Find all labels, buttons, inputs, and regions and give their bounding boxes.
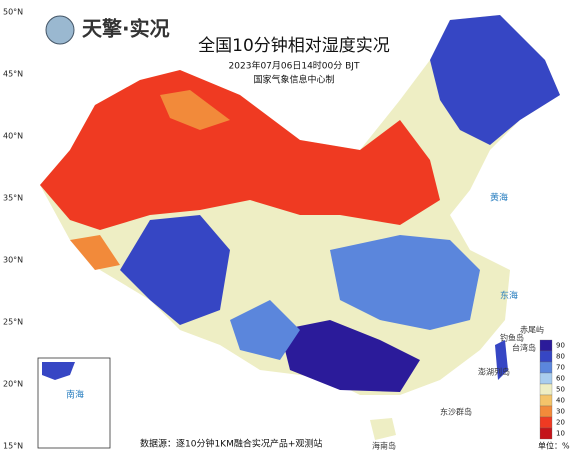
latitude-label: 50°N <box>3 8 23 17</box>
logo: 天擎·实况 <box>45 15 170 45</box>
latitude-label: 30°N <box>3 256 23 265</box>
latitude-label: 20°N <box>3 380 23 389</box>
sea-label: 黄海 <box>490 192 508 204</box>
legend-swatch <box>539 416 553 429</box>
taiwan-shape <box>495 340 508 380</box>
legend-label: 60 <box>556 375 565 383</box>
legend-swatch <box>539 361 553 374</box>
legend-label: 30 <box>556 408 565 416</box>
inset: 南海 <box>37 357 111 449</box>
time: 2023年07月06日14时00分 BJT <box>229 60 360 72</box>
inset-sea: 南海 <box>66 389 84 401</box>
place-label: 海南岛 <box>372 441 396 451</box>
unit: 单位：% <box>538 441 570 451</box>
legend-swatch <box>539 350 553 363</box>
latitude-label: 40°N <box>3 132 23 141</box>
legend-label: 40 <box>556 397 565 405</box>
legend-label: 50 <box>556 386 565 394</box>
latitude-label: 45°N <box>3 70 23 79</box>
legend-swatch <box>539 394 553 407</box>
sea-label: 东海 <box>500 290 518 302</box>
legend-swatch <box>539 405 553 418</box>
title: 全国10分钟相对湿度实况 <box>198 36 390 56</box>
china-map <box>40 15 560 440</box>
legend-swatch <box>539 372 553 385</box>
legend-swatch <box>539 427 553 440</box>
place-label: 赤尾屿 <box>520 326 544 335</box>
latitude-label: 35°N <box>3 194 23 203</box>
legend-label: 10 <box>556 430 565 438</box>
legend-label: 20 <box>556 419 565 427</box>
issuer: 国家气象信息中心制 <box>253 74 334 86</box>
place-label: 澎湖列岛 <box>478 367 510 377</box>
source: 数据源：逐10分钟1KM融合实况产品+观测站 <box>140 438 322 450</box>
legend-swatch <box>539 339 553 352</box>
logo-text: 天擎·实况 <box>82 17 170 41</box>
legend-label: 80 <box>556 353 565 361</box>
legend-label: 90 <box>556 342 565 350</box>
place-label: 钓鱼岛 <box>500 333 524 343</box>
legend-label: 70 <box>556 364 565 372</box>
place-label: 东沙群岛 <box>440 407 472 417</box>
latitude-label: 15°N <box>3 442 23 451</box>
latitude-label: 25°N <box>3 318 23 327</box>
legend-swatch <box>539 383 553 396</box>
hainan-shape <box>370 418 396 440</box>
place-label: 台湾岛 <box>512 343 536 353</box>
